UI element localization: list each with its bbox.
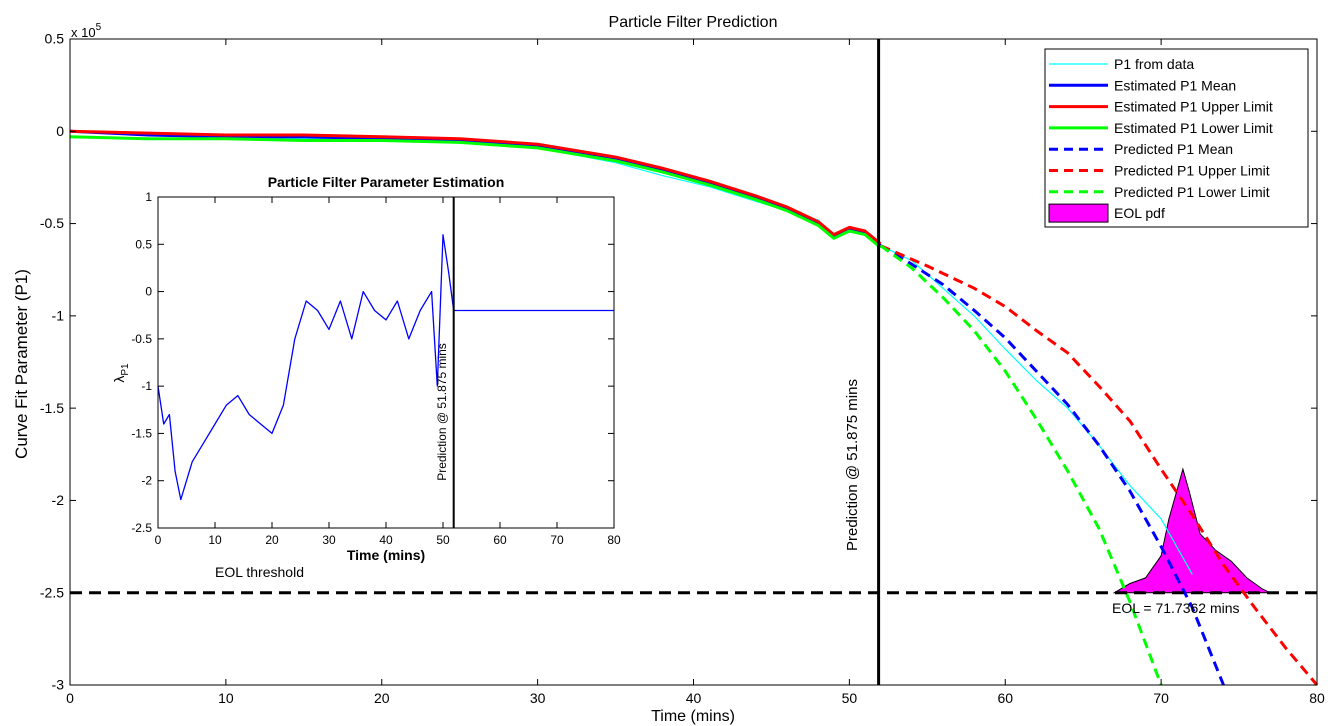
legend-label: Estimated P1 Upper Limit (1114, 99, 1273, 115)
inset-x-tick-label: 0 (155, 533, 162, 547)
inset-x-tick-label: 40 (379, 533, 393, 547)
inset-x-axis-label: Time (mins) (347, 547, 425, 563)
legend-box (1044, 48, 1309, 228)
legend: P1 from data Estimated P1 Mean Estimated P… (1044, 48, 1309, 228)
main-y-multiplier-base: x 10 (71, 25, 96, 40)
main-chart-title: Particle Filter Prediction (609, 14, 778, 31)
main-y-multiplier: x 105 (71, 22, 102, 40)
main-x-tick-label: 30 (530, 690, 546, 706)
inset-y-axis-label: λP1 (111, 363, 131, 383)
main-x-axis-label: Time (mins) (651, 708, 735, 725)
series-line-predicted-p1-lower-limit (879, 244, 1163, 686)
main-axis-ticks: 0 10 20 30 40 50 60 70 800.50-0.5-1-1.5-2-2.5-3 (40, 31, 1325, 706)
inset-x-tick-label: 30 (322, 533, 336, 547)
main-plot-area (69, 39, 1319, 686)
inset-chart-title: Particle Filter Parameter Estimation (268, 174, 505, 190)
legend-label: P1 from data (1114, 56, 1194, 72)
legend-label: Predicted P1 Upper Limit (1114, 163, 1270, 179)
inset-background (158, 197, 614, 528)
main-y-axis-label: Curve Fit Parameter (P1) (12, 269, 31, 459)
legend-label: Predicted P1 Mean (1114, 141, 1233, 157)
main-y-tick-label: -1.5 (40, 400, 64, 416)
main-y-tick-label: -0.5 (40, 215, 64, 231)
inset-y-axis-label-main: λ (111, 376, 127, 383)
series-line-predicted-p1-mean (879, 244, 1225, 686)
inset-chart: Particle Filter Parameter Estimation Tim… (111, 174, 621, 580)
inset-prediction-annotation: Prediction @ 51.875 mins (435, 343, 449, 481)
legend-swatch (1048, 203, 1109, 223)
series-line-estimated-p1-lower-limit (69, 135, 882, 249)
main-chart: Particle Filter Prediction Time (mins) C… (12, 14, 1325, 725)
main-x-tick-label: 20 (374, 690, 390, 706)
legend-label: Predicted P1 Lower Limit (1114, 184, 1270, 200)
inset-y-tick-label: 0.5 (135, 237, 152, 251)
inset-x-tick-label: 80 (607, 533, 621, 547)
inset-y-tick-label: -1 (141, 379, 152, 393)
main-x-tick-label: 40 (686, 690, 702, 706)
main-axes-box (69, 38, 1318, 686)
main-x-tick-label: 50 (842, 690, 858, 706)
inset-y-tick-label: 0 (145, 285, 152, 299)
inset-y-tick-label: -0.5 (131, 332, 152, 346)
main-x-tick-label: 80 (1309, 690, 1325, 706)
inset-plot-area (157, 197, 614, 528)
eol-pdf-patch (1112, 467, 1271, 594)
inset-axes-box (157, 196, 615, 529)
main-y-tick-label: -3 (52, 677, 65, 693)
inset-axis-ticks: 0 10 20 30 40 50 60 70 80 1 0.5 0 -0.5 -1 -1.5 -2 -2.5 (131, 190, 621, 547)
series-line-estimated-p1-upper-limit (69, 129, 882, 246)
series-line-estimated-p1-mean (69, 129, 882, 247)
inset-x-tick-label: 20 (265, 533, 279, 547)
inset-y-axis-label-sub: P1 (120, 363, 131, 376)
prediction-annotation: Prediction @ 51.875 mins (844, 379, 861, 551)
inset-x-tick-label: 10 (208, 533, 222, 547)
eol-annotation: EOL = 71.7362 mins (1112, 600, 1240, 616)
inset-y-tick-label: -2 (141, 474, 152, 488)
main-x-tick-label: 60 (997, 690, 1013, 706)
main-y-tick-label: -1 (52, 308, 65, 324)
main-y-tick-label: -2.5 (40, 584, 64, 600)
inset-x-tick-label: 60 (493, 533, 507, 547)
eol-threshold-label: EOL threshold (215, 564, 304, 580)
inset-x-tick-label: 50 (436, 533, 450, 547)
inset-series-line (157, 234, 455, 501)
inset-y-tick-label: 1 (145, 190, 152, 204)
inset-x-tick-label: 70 (550, 533, 564, 547)
legend-items: P1 from data Estimated P1 Mean Estimated P… (1048, 56, 1273, 223)
main-y-tick-label: 0 (56, 123, 64, 139)
main-y-tick-label: -2 (52, 492, 65, 508)
inset-y-tick-label: -2.5 (131, 521, 152, 535)
inset-y-tick-label: -1.5 (131, 426, 152, 440)
legend-label: Estimated P1 Lower Limit (1114, 120, 1273, 136)
main-y-multiplier-exponent: 5 (96, 22, 102, 33)
main-x-tick-label: 0 (66, 690, 74, 706)
legend-label: Estimated P1 Mean (1114, 77, 1236, 93)
main-x-tick-label: 10 (218, 690, 234, 706)
main-y-tick-label: 0.5 (45, 31, 65, 47)
main-x-tick-label: 70 (1153, 690, 1169, 706)
legend-label: EOL pdf (1114, 205, 1165, 221)
